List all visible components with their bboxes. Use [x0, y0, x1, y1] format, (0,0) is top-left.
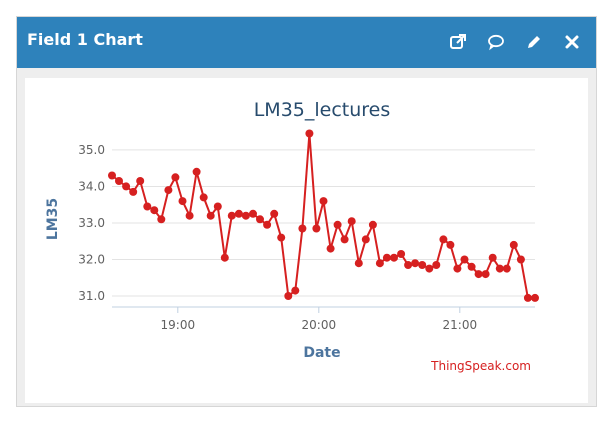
data-point[interactable] — [460, 255, 469, 264]
data-point[interactable] — [495, 264, 504, 273]
data-point[interactable] — [531, 293, 539, 302]
data-point[interactable] — [185, 211, 194, 220]
data-point[interactable] — [305, 129, 314, 138]
data-point[interactable] — [411, 259, 420, 268]
x-tick-label: 20:00 — [302, 318, 337, 332]
data-point[interactable] — [143, 202, 152, 211]
chart-title: LM35_lectures — [254, 99, 391, 121]
y-tick-label: 32.0 — [78, 253, 105, 267]
data-point[interactable] — [227, 211, 236, 220]
data-point[interactable] — [347, 217, 356, 226]
y-tick-label: 33.0 — [78, 216, 105, 230]
data-point[interactable] — [206, 211, 215, 220]
data-point[interactable] — [234, 209, 243, 218]
y-tick-labels: 31.0 32.0 33.0 34.0 35.0 — [78, 143, 105, 303]
data-point[interactable] — [488, 253, 497, 262]
widget-toolbar — [446, 30, 584, 54]
data-point[interactable] — [115, 177, 123, 185]
data-point[interactable] — [509, 240, 518, 249]
data-point[interactable] — [192, 167, 201, 176]
data-point[interactable] — [220, 253, 229, 262]
data-point[interactable] — [390, 253, 398, 262]
data-point[interactable] — [354, 259, 363, 268]
data-point[interactable] — [122, 182, 131, 191]
data-point[interactable] — [199, 193, 208, 202]
x-tick-label: 19:00 — [161, 318, 196, 332]
data-point[interactable] — [516, 255, 525, 264]
data-point[interactable] — [150, 206, 159, 215]
y-tick-label: 31.0 — [78, 289, 105, 303]
data-point[interactable] — [453, 264, 462, 273]
comment-icon[interactable] — [484, 30, 508, 54]
data-point[interactable] — [361, 235, 370, 244]
data-point[interactable] — [382, 253, 391, 262]
y-axis-label: LM35 — [45, 198, 61, 240]
data-point[interactable] — [108, 171, 116, 180]
data-point[interactable] — [270, 209, 279, 218]
chart-widget: Field 1 Chart — [16, 16, 597, 407]
data-point[interactable] — [474, 270, 483, 279]
data-point[interactable] — [263, 220, 272, 229]
data-point[interactable] — [326, 244, 335, 253]
data-point[interactable] — [312, 224, 321, 233]
data-point[interactable] — [178, 197, 187, 206]
external-link-icon[interactable] — [446, 30, 470, 54]
widget-header: Field 1 Chart — [17, 17, 596, 68]
data-point[interactable] — [425, 264, 434, 273]
y-tick-label: 34.0 — [78, 179, 105, 193]
data-point[interactable] — [432, 261, 441, 269]
data-point[interactable] — [523, 293, 532, 302]
data-point[interactable] — [136, 177, 145, 185]
series-line — [111, 133, 535, 299]
x-tick-label: 21:00 — [443, 318, 478, 332]
grid-lines — [112, 149, 535, 297]
data-point[interactable] — [291, 286, 300, 295]
data-point[interactable] — [502, 264, 511, 273]
data-point[interactable] — [277, 233, 286, 242]
data-point[interactable] — [284, 292, 293, 300]
data-point[interactable] — [467, 262, 476, 271]
data-point[interactable] — [164, 186, 173, 195]
data-point[interactable] — [481, 270, 490, 279]
data-point[interactable] — [368, 220, 377, 229]
data-point[interactable] — [340, 235, 349, 244]
data-point[interactable] — [333, 220, 342, 229]
x-tick-labels: 19:00 20:00 21:00 — [161, 307, 478, 332]
data-point[interactable] — [256, 215, 264, 224]
data-point[interactable] — [446, 240, 455, 249]
data-point[interactable] — [241, 211, 250, 220]
widget-title: Field 1 Chart — [27, 30, 143, 49]
data-point[interactable] — [157, 215, 166, 224]
data-point[interactable] — [418, 261, 427, 269]
data-point[interactable] — [397, 250, 406, 258]
chart-panel: LM35_lectures 31.0 32.0 33.0 34.0 35.0 19:00… — [25, 78, 588, 403]
data-point[interactable] — [129, 187, 138, 196]
close-icon[interactable] — [560, 30, 584, 54]
data-point[interactable] — [319, 197, 328, 206]
line-chart: LM35_lectures 31.0 32.0 33.0 34.0 35.0 19:00… — [45, 99, 539, 373]
credit-link[interactable]: ThingSpeak.com — [430, 359, 531, 373]
data-point[interactable] — [375, 259, 384, 268]
data-point[interactable] — [439, 235, 448, 244]
data-point[interactable] — [171, 173, 180, 182]
data-point[interactable] — [249, 209, 257, 218]
data-point[interactable] — [404, 261, 413, 269]
y-tick-label: 35.0 — [78, 143, 105, 157]
pencil-icon[interactable] — [522, 30, 546, 54]
data-point[interactable] — [213, 202, 222, 211]
data-points — [108, 129, 539, 302]
x-axis-label: Date — [303, 345, 340, 361]
data-point[interactable] — [298, 224, 307, 233]
